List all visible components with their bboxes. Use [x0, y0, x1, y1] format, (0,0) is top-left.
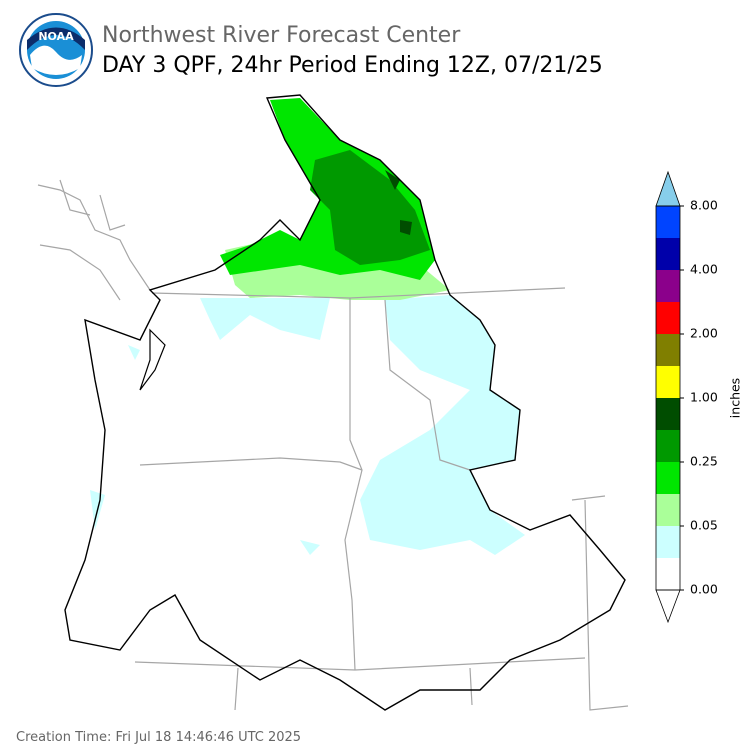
colorbar-segment [656, 494, 680, 526]
colorbar-segment [656, 526, 680, 558]
agency-title: Northwest River Forecast Center [102, 23, 461, 48]
logo-text: NOAA [38, 30, 74, 43]
colorbar-segment [656, 206, 680, 238]
colorbar-label: 4.00 [690, 262, 718, 277]
colorbar-label: 1.00 [690, 390, 718, 405]
logo: NOAA [19, 13, 93, 87]
colorbar-segment [656, 558, 680, 590]
colorbar-under [655, 589, 681, 624]
colorbar-label: 0.05 [690, 518, 718, 533]
colorbar-segment [656, 270, 680, 302]
map [37, 94, 629, 711]
colorbar-segment [656, 398, 680, 430]
colorbar-segment [656, 334, 680, 366]
colorbar-segment [656, 302, 680, 334]
colorbar-label: 0.00 [690, 582, 718, 597]
colorbar-segment [656, 430, 680, 462]
colorbar-segment [656, 366, 680, 398]
colorbar-segment [656, 462, 680, 494]
colorbar-label: 2.00 [690, 326, 718, 341]
colorbar-label: 8.00 [690, 198, 718, 213]
product-title: DAY 3 QPF, 24hr Period Ending 12Z, 07/21… [102, 53, 603, 78]
colorbar-label: 0.25 [690, 454, 718, 469]
colorbar-segment [656, 238, 680, 270]
colorbar: 0.00 0.05 0.25 1.00 2.00 4.00 8.00 [655, 170, 718, 624]
colorbar-unit: inches [728, 378, 743, 418]
colorbar-over [655, 170, 681, 207]
creation-time: Creation Time: Fri Jul 18 14:46:46 UTC 2… [16, 730, 301, 745]
